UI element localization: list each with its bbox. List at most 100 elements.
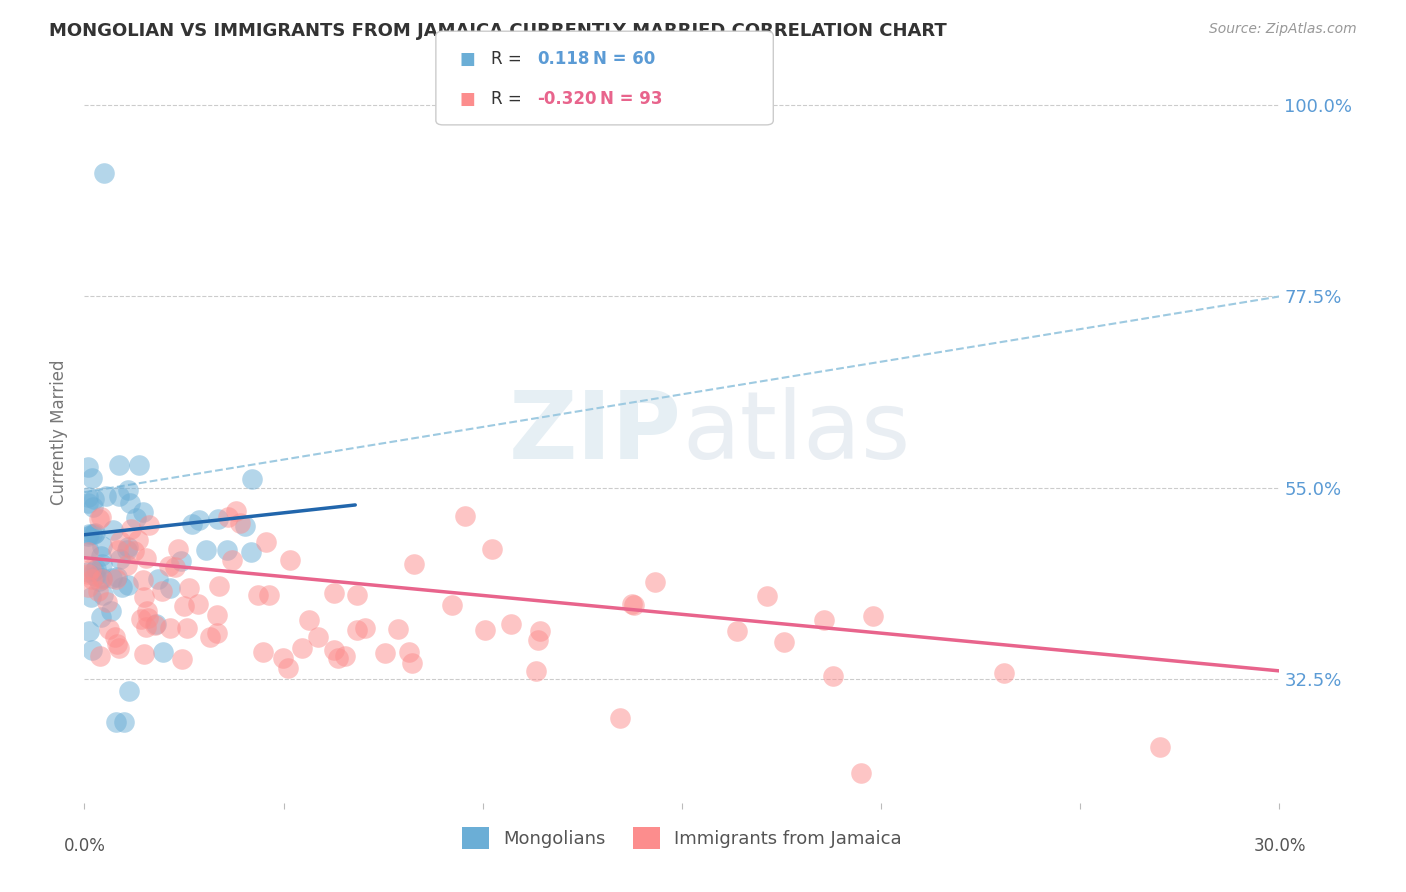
Point [84,525,107,540]
Point [77,541,100,556]
Point [240,545,263,559]
Point [138,518,160,533]
Point [145,618,167,632]
Point [823,669,845,683]
Point [91,588,114,602]
Point [108,552,131,566]
Point [176,621,198,635]
Point [609,711,631,725]
Point [254,534,277,549]
Text: MONGOLIAN VS IMMIGRANTS FROM JAMAICA CURRENTLY MARRIED CORRELATION CHART: MONGOLIAN VS IMMIGRANTS FROM JAMAICA CUR… [49,22,948,40]
Point [623,598,645,612]
Point [83,568,105,582]
Point [298,613,321,627]
Point [100,604,122,618]
Point [84,562,107,576]
Point [117,483,139,497]
Point [132,590,155,604]
Point [90,557,112,571]
Point [346,588,368,602]
Point [188,513,211,527]
Point [77,528,100,542]
Text: -0.320: -0.320 [537,90,596,108]
Legend: Mongolians, Immigrants from Jamaica: Mongolians, Immigrants from Jamaica [454,821,910,856]
Point [93,166,115,180]
Point [132,647,155,661]
Point [993,666,1015,681]
Point [77,526,100,541]
Point [83,564,105,578]
Point [79,591,101,605]
Point [90,571,112,585]
Point [111,580,134,594]
Point [91,539,114,553]
Point [118,496,141,510]
Point [401,656,423,670]
Point [96,595,118,609]
Point [440,598,463,612]
Point [200,631,222,645]
Text: 30.0%: 30.0% [1253,837,1306,855]
Point [240,472,263,486]
Point [117,578,139,592]
Point [83,527,105,541]
Point [90,509,112,524]
Point [82,500,104,515]
Point [87,512,110,526]
Point [82,573,104,587]
Point [644,575,666,590]
Point [82,642,104,657]
Text: 0.0%: 0.0% [63,837,105,855]
Point [135,619,157,633]
Point [620,597,643,611]
Point [120,522,142,536]
Point [221,553,243,567]
Point [374,646,396,660]
Point [181,517,204,532]
Point [80,471,103,485]
Point [207,579,229,593]
Point [87,574,110,588]
Point [136,611,159,625]
Point [90,549,112,563]
Text: Source: ZipAtlas.com: Source: ZipAtlas.com [1209,22,1357,37]
Point [271,651,294,665]
Point [132,574,155,588]
Point [105,572,128,586]
Point [105,570,128,584]
Point [173,599,195,614]
Point [195,542,218,557]
Point [170,652,193,666]
Point [277,661,299,675]
Point [207,511,229,525]
Point [127,533,149,548]
Point [80,562,103,576]
Point [187,597,209,611]
Point [96,489,118,503]
Point [132,505,155,519]
Point [77,624,100,638]
Point [328,650,350,665]
Point [481,541,503,556]
Point [499,617,522,632]
Text: 0.118: 0.118 [537,51,589,69]
Point [107,542,129,557]
Point [146,572,169,586]
Text: ■: ■ [460,51,475,69]
Point [307,630,329,644]
Point [322,643,344,657]
Point [122,543,145,558]
Point [108,458,131,472]
Point [454,508,477,523]
Point [89,649,111,664]
Point [215,543,238,558]
Point [150,583,173,598]
Point [152,645,174,659]
Point [110,533,132,548]
Point [402,558,425,572]
Point [77,460,100,475]
Text: atlas: atlas [682,386,910,479]
Point [125,511,148,525]
Point [205,608,228,623]
Point [128,458,150,472]
